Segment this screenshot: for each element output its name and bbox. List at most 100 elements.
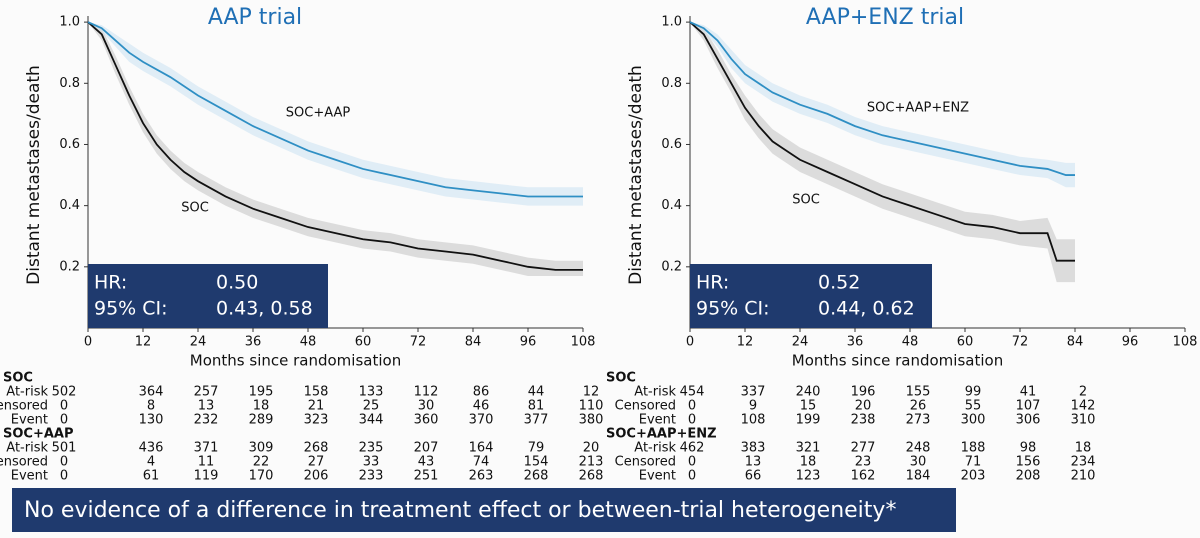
risk-value: 462	[680, 441, 705, 456]
risk-value: 371	[194, 441, 219, 456]
risk-value: 41	[1020, 385, 1037, 400]
hr-value: 0.50	[216, 272, 258, 294]
risk-row-label: At-risk	[6, 441, 48, 456]
risk-value: 207	[414, 441, 439, 456]
y-axis-label: Distant metastases/death	[626, 65, 646, 285]
risk-value: 61	[143, 469, 160, 484]
risk-value: 195	[249, 385, 274, 400]
hr-value: 0.52	[818, 272, 860, 294]
y-tick-label: 0.2	[59, 259, 80, 274]
ci-band	[88, 22, 583, 277]
y-tick-label: 0.6	[661, 137, 682, 152]
risk-value: 15	[800, 399, 817, 414]
risk-value: 44	[528, 385, 545, 400]
chart-title: AAP+ENZ trial	[806, 5, 964, 30]
risk-value: 112	[414, 385, 439, 400]
x-tick-label: 72	[410, 335, 427, 350]
risk-value: 98	[1020, 441, 1037, 456]
risk-row-label: Censored	[615, 455, 676, 470]
risk-value: 436	[139, 441, 164, 456]
risk-value: 310	[1071, 413, 1096, 428]
y-tick-label: 0.8	[661, 76, 682, 91]
ci-label: 95% CI:	[94, 298, 168, 320]
risk-value: 11	[198, 455, 215, 470]
risk-value: 364	[139, 385, 164, 400]
risk-value: 4	[147, 455, 155, 470]
risk-value: 238	[851, 413, 876, 428]
risk-value: 43	[418, 455, 435, 470]
risk-value: 240	[796, 385, 821, 400]
risk-value: 20	[855, 399, 872, 414]
hr-label: HR:	[94, 272, 127, 294]
y-axis-label: Distant metastases/death	[24, 65, 44, 285]
risk-value: 0	[688, 399, 696, 414]
risk-value: 30	[910, 455, 927, 470]
y-tick-label: 0.4	[59, 198, 80, 213]
risk-value: 130	[139, 413, 164, 428]
risk-value: 502	[52, 385, 77, 400]
risk-value: 277	[851, 441, 876, 456]
risk-value: 232	[194, 413, 219, 428]
x-tick-label: 24	[190, 335, 207, 350]
risk-value: 81	[528, 399, 545, 414]
footer-text: No evidence of a difference in treatment…	[24, 498, 896, 523]
risk-value: 380	[579, 413, 604, 428]
risk-row-label: Event	[639, 469, 676, 484]
x-tick-label: 60	[957, 335, 974, 350]
risk-value: 309	[249, 441, 274, 456]
risk-value: 18	[1075, 441, 1092, 456]
risk-value: 208	[1016, 469, 1041, 484]
risk-value: 30	[418, 399, 435, 414]
risk-value: 23	[855, 455, 872, 470]
risk-value: 66	[745, 469, 762, 484]
ci-band	[690, 22, 1075, 188]
risk-value: 164	[469, 441, 494, 456]
risk-value: 268	[579, 469, 604, 484]
x-axis-label: Months since randomisation	[190, 352, 401, 370]
risk-value: 71	[965, 455, 982, 470]
risk-value: 18	[253, 399, 270, 414]
risk-value: 110	[579, 399, 604, 414]
risk-value: 119	[194, 469, 219, 484]
ci-value: 0.43, 0.58	[216, 298, 313, 320]
ci-value: 0.44, 0.62	[818, 298, 915, 320]
x-tick-label: 12	[135, 335, 152, 350]
hr-box	[88, 264, 328, 328]
survival-line	[87, 21, 583, 271]
y-tick-label: 0.6	[59, 137, 80, 152]
risk-row-label: Censored	[615, 399, 676, 414]
risk-value: 257	[194, 385, 219, 400]
risk-value: 158	[304, 385, 329, 400]
risk-value: 107	[1016, 399, 1041, 414]
risk-value: 263	[469, 469, 494, 484]
x-tick-label: 24	[792, 335, 809, 350]
risk-group: SOC+AAP+ENZ	[606, 427, 717, 442]
risk-value: 18	[800, 455, 817, 470]
y-tick-label: 0.4	[661, 198, 682, 213]
risk-value: 210	[1071, 469, 1096, 484]
x-tick-label: 36	[847, 335, 864, 350]
survival-line	[689, 21, 1075, 176]
risk-value: 188	[961, 441, 986, 456]
y-tick-label: 1.0	[661, 15, 682, 30]
risk-value: 9	[749, 399, 757, 414]
risk-value: 454	[680, 385, 705, 400]
ci-band	[690, 22, 1075, 283]
risk-group: SOC+AAP	[3, 427, 74, 442]
x-tick-label: 108	[571, 335, 596, 350]
risk-value: 22	[253, 455, 270, 470]
risk-value: 74	[473, 455, 490, 470]
risk-value: 123	[796, 469, 821, 484]
risk-group: SOC	[3, 371, 33, 386]
ci-label: 95% CI:	[696, 298, 770, 320]
risk-value: 79	[528, 441, 545, 456]
risk-value: 199	[796, 413, 821, 428]
risk-row-label: Event	[11, 469, 48, 484]
risk-value: 155	[906, 385, 931, 400]
risk-value: 184	[906, 469, 931, 484]
x-tick-label: 96	[1122, 335, 1139, 350]
x-tick-label: 12	[737, 335, 754, 350]
x-tick-label: 48	[300, 335, 317, 350]
risk-value: 321	[796, 441, 821, 456]
risk-value: 0	[60, 413, 68, 428]
